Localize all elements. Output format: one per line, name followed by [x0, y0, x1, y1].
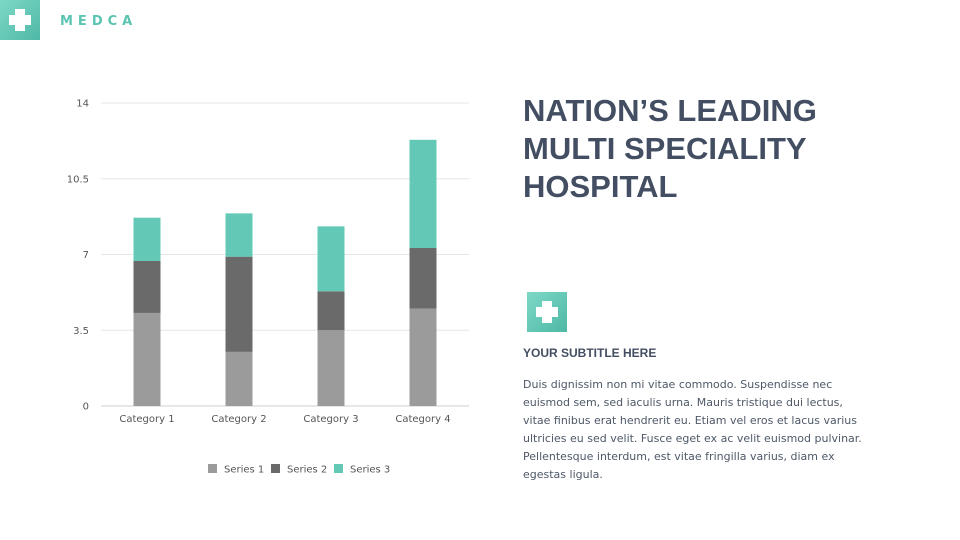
body-paragraph: Duis dignissim non mi vitae commodo. Sus…	[523, 378, 862, 481]
title-line: MULTI SPECIALITY	[523, 131, 807, 166]
title-line: NATION’S LEADING	[523, 93, 817, 128]
page-title: NATION’S LEADING MULTI SPECIALITY HOSPIT…	[523, 92, 923, 206]
section-badge	[527, 292, 567, 332]
legend-swatch	[334, 464, 343, 473]
y-tick-label: 3.5	[73, 326, 89, 337]
bar-segment	[317, 291, 345, 331]
y-tick-label: 14	[76, 99, 89, 110]
bar-segment	[409, 308, 437, 406]
legend-label: Series 1	[224, 465, 264, 476]
y-tick-label: 10.5	[67, 174, 89, 185]
x-tick-label: Category 1	[119, 414, 174, 425]
x-tick-label: Category 2	[211, 414, 266, 425]
bar-segment	[409, 248, 437, 309]
title-line: HOSPITAL	[523, 169, 678, 204]
x-tick-label: Category 4	[395, 414, 450, 425]
x-tick-label: Category 3	[303, 414, 358, 425]
legend-swatch	[271, 464, 280, 473]
bar-segment	[133, 217, 161, 261]
subtitle: YOUR SUBTITLE HERE	[523, 346, 657, 360]
bar-segment	[409, 139, 437, 249]
bar-segment	[317, 330, 345, 406]
bar-segment	[225, 256, 253, 352]
stacked-bar-chart: 0 3.5 7 10.5 14 Category 1 Category 2 Category …	[67, 99, 469, 476]
legend-label: Series 3	[350, 465, 390, 476]
medical-cross-icon	[9, 9, 31, 31]
legend-label: Series 2	[287, 465, 327, 476]
bar-segment	[133, 312, 161, 406]
brand-name: MEDCA	[60, 14, 138, 29]
y-tick-label: 0	[83, 402, 89, 413]
bar-segment	[225, 213, 253, 257]
brand-logo	[0, 0, 40, 40]
y-tick-label: 7	[83, 250, 89, 261]
medical-cross-icon	[536, 301, 558, 323]
bar-segment	[133, 260, 161, 313]
bar-segment	[317, 226, 345, 292]
legend-swatch	[208, 464, 217, 473]
bar-segment	[225, 351, 253, 406]
